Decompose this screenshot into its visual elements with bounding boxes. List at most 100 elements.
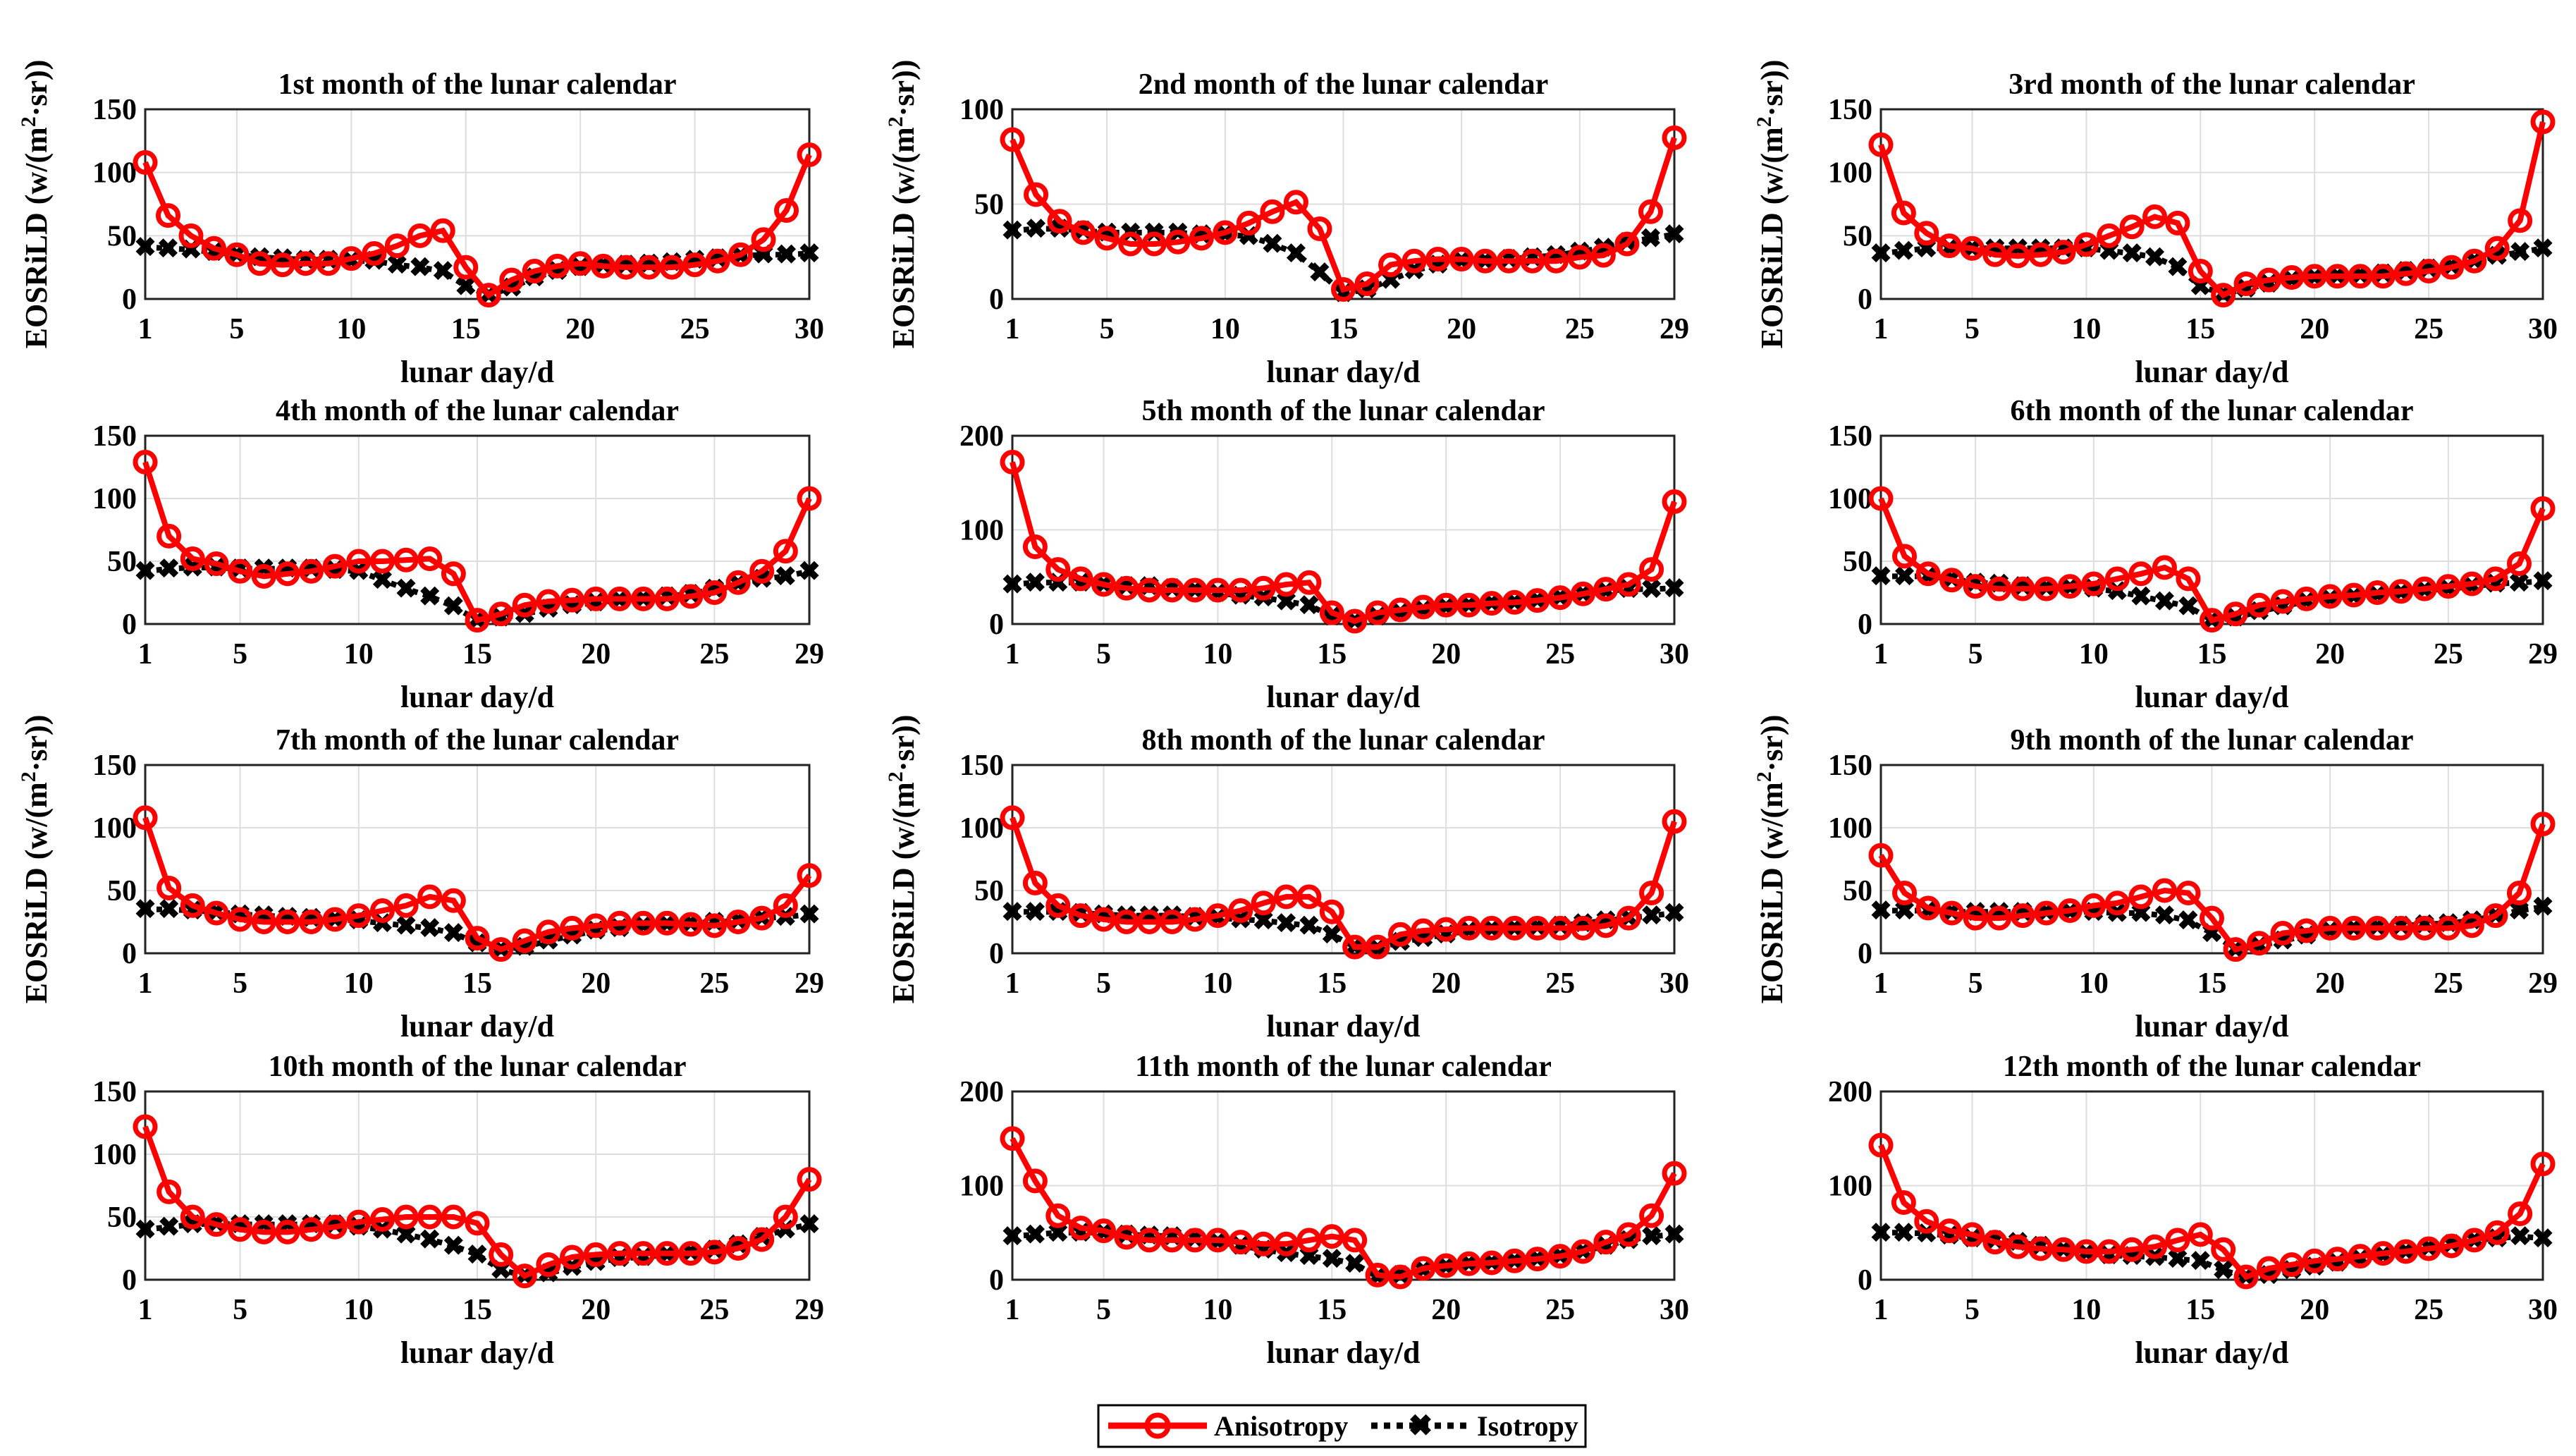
x-axis-label: lunar day/d	[2135, 1335, 2288, 1370]
isotropy-point: ✖	[134, 557, 157, 587]
anisotropy-point	[251, 563, 276, 589]
anisotropy-point	[2081, 571, 2106, 597]
subplot-title: 8th month of the lunar calendar	[1141, 724, 1545, 757]
x-tick-label: 20	[1431, 967, 1461, 1000]
x-tick-label: 10	[1210, 313, 1240, 345]
anisotropy-point	[2325, 264, 2350, 289]
anisotropy-point	[1425, 247, 1451, 272]
x-tick-label: 20	[2300, 1294, 2329, 1326]
y-tick-label: 0	[1858, 1264, 1872, 1297]
x-tick-label: 25	[699, 638, 729, 671]
anisotropy-point	[2152, 878, 2177, 903]
anisotropy-point	[583, 913, 608, 938]
anisotropy-point	[2439, 255, 2464, 280]
y-tick-label: 50	[107, 875, 137, 907]
anisotropy-point	[773, 539, 798, 564]
isotropy-point: ✖	[1663, 1221, 1686, 1250]
anisotropy-point	[2462, 1228, 2487, 1253]
anisotropy-point	[489, 937, 514, 962]
isotropy-point: ✖	[409, 253, 431, 283]
y-axis-label: EOSRiLD (w/(m2·sr))	[884, 715, 921, 1004]
anisotropy-point	[749, 1227, 775, 1252]
anisotropy-point	[2483, 566, 2508, 592]
isotropy-point: ✖	[2121, 239, 2143, 269]
anisotropy-point	[1525, 1247, 1550, 1272]
x-tick-label: 30	[1660, 967, 1689, 1000]
x-tick-label: 20	[581, 1294, 611, 1326]
anisotropy-point	[1182, 1228, 1208, 1253]
isotropy-point: ✖	[1001, 570, 1024, 600]
y-tick-label: 200	[959, 1076, 1004, 1108]
anisotropy-point	[1479, 1250, 1504, 1275]
x-tick-label: 5	[1965, 313, 1980, 345]
x-tick-label: 15	[2185, 1294, 2215, 1326]
anisotropy-point	[2416, 1236, 2441, 1261]
anisotropy-point	[631, 1241, 656, 1266]
anisotropy-point	[453, 255, 479, 280]
x-axis-label: lunar day/d	[400, 1335, 554, 1370]
anisotropy-point	[1213, 220, 1238, 245]
x-tick-label: 29	[1660, 313, 1689, 345]
x-tick-label: 10	[2071, 1294, 2101, 1326]
anisotropy-point	[2128, 884, 2154, 910]
anisotropy-point	[2388, 579, 2414, 604]
anisotropy-point	[155, 203, 180, 228]
anisotropy-point	[2508, 208, 2533, 233]
anisotropy-point	[725, 910, 751, 934]
x-tick-label: 25	[699, 967, 729, 1000]
axes-box	[1879, 434, 2544, 625]
isotropy-point: ✖	[1663, 574, 1686, 604]
anisotropy-point	[1045, 893, 1071, 918]
isotropy-point: ✖	[2166, 253, 2189, 283]
anisotropy-point	[1939, 568, 1965, 593]
anisotropy-point	[1616, 1222, 1641, 1247]
subplot-title: 3rd month of the lunar calendar	[2008, 68, 2415, 101]
x-tick-label: 10	[344, 638, 374, 671]
isotropy-point: ✖	[2532, 234, 2554, 264]
x-tick-label: 1	[138, 1294, 153, 1326]
anisotropy-point	[1639, 881, 1664, 906]
anisotropy-point	[1387, 922, 1413, 947]
anisotropy-point	[2165, 1228, 2190, 1253]
anisotropy-point	[1000, 805, 1025, 831]
isotropy-point: ✖	[442, 592, 465, 622]
anisotropy-point	[1937, 1218, 1962, 1244]
x-axis-label: lunar day/d	[400, 1009, 554, 1044]
anisotropy-point	[1260, 199, 1285, 224]
x-tick-label: 1	[1874, 638, 1889, 671]
anisotropy-point	[2393, 1239, 2419, 1264]
y-tick-label: 100	[959, 1170, 1004, 1203]
y-axis-label: EOSRiLD (w/(m2·sr))	[17, 60, 54, 349]
x-tick-label: 25	[1545, 1294, 1575, 1326]
x-axis-label: lunar day/d	[2135, 1009, 2288, 1044]
anisotropy-point	[1296, 884, 1322, 910]
anisotropy-point	[2436, 574, 2461, 599]
anisotropy-point	[2459, 571, 2484, 597]
y-tick-label: 50	[107, 546, 137, 578]
x-tick-label: 1	[1005, 313, 1020, 345]
anisotropy-point	[293, 251, 318, 276]
anisotropy-point	[1205, 577, 1230, 603]
anisotropy-point	[2412, 915, 2437, 941]
x-tick-label: 15	[1317, 967, 1347, 1000]
anisotropy-point	[773, 1204, 798, 1230]
anisotropy-point	[299, 910, 324, 934]
y-axis-label: EOSRiLD (w/(m2·sr))	[17, 715, 54, 1004]
anisotropy-point	[384, 233, 410, 259]
y-tick-label: 100	[92, 483, 137, 515]
anisotropy-point	[2128, 561, 2154, 587]
isotropy-point: ✖	[1870, 562, 1892, 592]
x-tick-label: 1	[1005, 638, 1020, 671]
x-tick-label: 30	[1660, 1294, 1689, 1326]
anisotropy-point	[2388, 915, 2414, 941]
x-tick-label: 29	[795, 1294, 824, 1326]
anisotropy-point	[1662, 1161, 1687, 1186]
anisotropy-point	[1228, 577, 1253, 603]
anisotropy-point	[2256, 1256, 2281, 1281]
y-tick-label: 0	[122, 608, 137, 641]
x-tick-label: 5	[1968, 967, 1983, 1000]
anisotropy-point	[2176, 881, 2201, 906]
x-tick-label: 10	[1203, 967, 1232, 1000]
anisotropy-point	[157, 523, 182, 549]
